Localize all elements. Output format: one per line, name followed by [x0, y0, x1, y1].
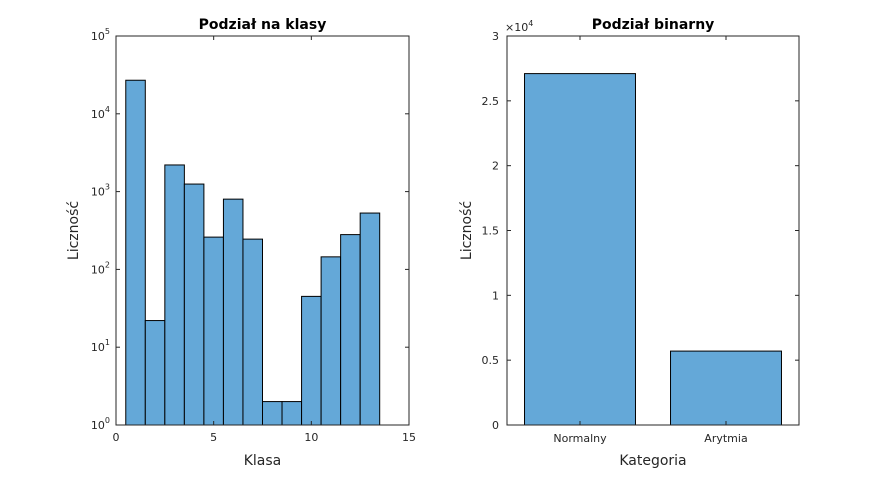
- histogram-bar: [320, 256, 342, 426]
- y-tick-label: 102: [91, 260, 110, 276]
- x-tick-label: 15: [402, 431, 416, 444]
- histogram-bar: [281, 401, 303, 426]
- x-ticks: 0 5 10 15: [113, 36, 416, 444]
- binary-split-chart: Normalny Arytmia 0 0.5 1 1.5 2 2.5 3 ×104 Podzi…: [459, 17, 800, 469]
- histogram-bar: [340, 234, 361, 426]
- y-tick-label: 1.5: [482, 225, 500, 238]
- y-tick-label: 1: [492, 289, 499, 302]
- histogram-bar: [183, 183, 205, 426]
- y-multiplier: ×104: [505, 19, 533, 34]
- x-tick-label: 10: [304, 431, 318, 444]
- category-bars: [524, 73, 782, 426]
- y-tick-label: 3: [492, 30, 499, 43]
- y-tick-label: 100: [91, 416, 110, 432]
- y-tick-label: 104: [91, 105, 110, 121]
- y-tick-label: 105: [91, 27, 110, 43]
- y-axis-label: Liczność: [459, 201, 475, 260]
- y-tick-label: 0.5: [482, 354, 500, 367]
- x-ticks: Normalny Arytmia: [553, 36, 748, 445]
- category-bar: [670, 350, 782, 426]
- histogram-bar: [359, 212, 381, 426]
- y-tick-label: 2: [492, 160, 499, 173]
- histogram-bar: [242, 238, 263, 426]
- histogram-bar: [301, 295, 322, 426]
- x-tick-label: Arytmia: [704, 432, 747, 445]
- histogram-bar: [144, 320, 166, 426]
- histogram-bar: [203, 236, 224, 426]
- chart-title: Podział na klasy: [199, 17, 327, 33]
- y-axis-label: Liczność: [66, 201, 82, 260]
- y-tick-label: 103: [91, 183, 110, 199]
- class-histogram-chart: 0 5 10 15 100 101 102 103 104 105 Podział na kla…: [66, 17, 416, 469]
- x-tick-label: Normalny: [553, 432, 607, 445]
- category-bar: [524, 73, 636, 426]
- x-axis-label: Kategoria: [619, 453, 686, 469]
- y-tick-label: 0: [492, 419, 499, 432]
- histogram-bar: [125, 79, 146, 426]
- y-tick-label: 101: [91, 338, 110, 354]
- histogram-bar: [164, 164, 185, 426]
- y-tick-label: 2.5: [482, 95, 500, 108]
- y-ticks: 100 101 102 103 104 105: [91, 27, 409, 432]
- histogram-bar: [222, 198, 244, 426]
- axes-box: [115, 35, 410, 426]
- y-ticks: 0 0.5 1 1.5 2 2.5 3: [482, 30, 799, 432]
- histogram-bars: [125, 79, 381, 426]
- histogram-bar: [262, 401, 283, 426]
- x-tick-label: 0: [113, 431, 120, 444]
- chart-title: Podział binarny: [592, 17, 715, 33]
- x-axis-label: Klasa: [244, 453, 282, 469]
- x-tick-label: 5: [210, 431, 217, 444]
